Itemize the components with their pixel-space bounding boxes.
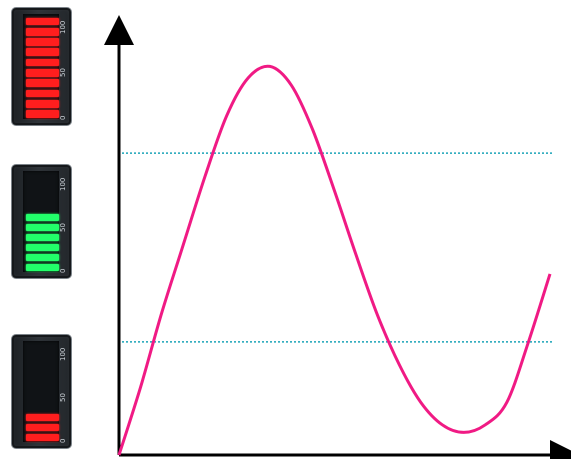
meter-segment bbox=[26, 263, 59, 271]
meter-segment bbox=[26, 224, 59, 232]
meter-segment bbox=[26, 38, 59, 46]
threshold-lines bbox=[122, 152, 552, 343]
meter-segment bbox=[26, 110, 59, 118]
meter-segment bbox=[26, 69, 59, 77]
meter-segment bbox=[26, 89, 59, 98]
meter-segment bbox=[26, 17, 59, 26]
meter-segment bbox=[26, 79, 59, 88]
meter-segment bbox=[26, 214, 59, 222]
meter-segment bbox=[26, 423, 59, 432]
meter-segment bbox=[26, 243, 59, 252]
meter-segment bbox=[26, 99, 59, 108]
meter-segment bbox=[26, 27, 59, 36]
meter-segment bbox=[26, 253, 59, 262]
meter-segment bbox=[26, 233, 59, 242]
meter-segment bbox=[26, 48, 59, 57]
meter-2: 100 50 0 bbox=[11, 164, 72, 279]
meter-segment bbox=[26, 58, 59, 67]
meter-segment bbox=[26, 433, 59, 441]
meter-1: 100 50 0 bbox=[11, 7, 72, 126]
meter-3: 100 50 0 bbox=[11, 334, 72, 449]
series-line bbox=[117, 64, 552, 456]
meter-segment bbox=[26, 413, 59, 422]
